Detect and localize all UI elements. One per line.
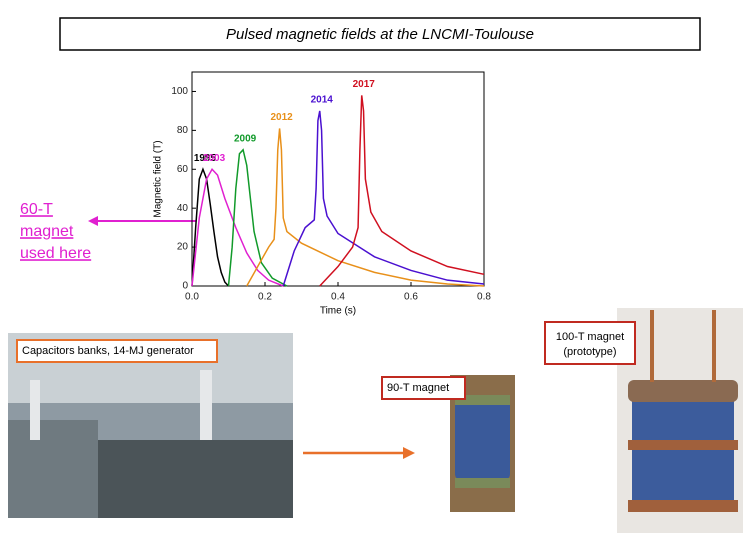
y-tick-label: 100 bbox=[171, 86, 188, 97]
photo-caption: (prototype) bbox=[563, 346, 616, 358]
y-axis-label: Magnetic field (T) bbox=[153, 140, 164, 217]
line-series bbox=[282, 110, 485, 287]
series-label: 2012 bbox=[270, 112, 293, 123]
line-series bbox=[191, 167, 230, 287]
photo-capacitors bbox=[8, 333, 293, 518]
x-tick-label: 0.8 bbox=[477, 292, 491, 303]
x-tick-label: 0.0 bbox=[185, 292, 199, 303]
arrow-head bbox=[88, 216, 98, 226]
x-tick-label: 0.4 bbox=[331, 292, 345, 303]
series-label: 2017 bbox=[353, 79, 376, 90]
y-tick-label: 0 bbox=[182, 281, 188, 292]
line-series bbox=[246, 128, 485, 287]
photo-caption: 100-T magnet bbox=[556, 331, 624, 343]
y-tick-label: 40 bbox=[177, 203, 189, 214]
caption-box bbox=[381, 376, 466, 400]
line-series bbox=[191, 168, 284, 287]
plot-frame bbox=[191, 71, 485, 287]
series-label: 2014 bbox=[311, 95, 334, 106]
x-tick-label: 0.2 bbox=[258, 292, 272, 303]
slide-title: Pulsed magnetic fields at the LNCMI-Toul… bbox=[226, 26, 534, 43]
line-series bbox=[319, 95, 485, 287]
photo-caption: Capacitors banks, 14-MJ generator bbox=[22, 345, 194, 357]
series-label: 2009 bbox=[234, 133, 257, 144]
title-box bbox=[59, 17, 701, 51]
photo-90t bbox=[450, 375, 515, 512]
line-series bbox=[227, 148, 288, 287]
photo-caption: 90-T magnet bbox=[387, 382, 449, 394]
note-line: 60-T bbox=[20, 201, 53, 218]
caption-box bbox=[544, 321, 636, 365]
x-axis-label: Time (s) bbox=[320, 306, 356, 317]
note-line: used here bbox=[20, 245, 91, 262]
series-label: 1995 bbox=[194, 153, 217, 164]
y-tick-label: 80 bbox=[177, 125, 189, 136]
x-tick-label: 0.6 bbox=[404, 292, 418, 303]
photo-100t bbox=[617, 308, 743, 533]
note-line: magnet bbox=[20, 223, 74, 240]
y-tick-label: 20 bbox=[177, 242, 189, 253]
y-tick-label: 60 bbox=[177, 164, 189, 175]
arrow-head bbox=[403, 447, 415, 459]
series-label: 2003 bbox=[203, 153, 226, 164]
caption-box bbox=[16, 339, 218, 363]
